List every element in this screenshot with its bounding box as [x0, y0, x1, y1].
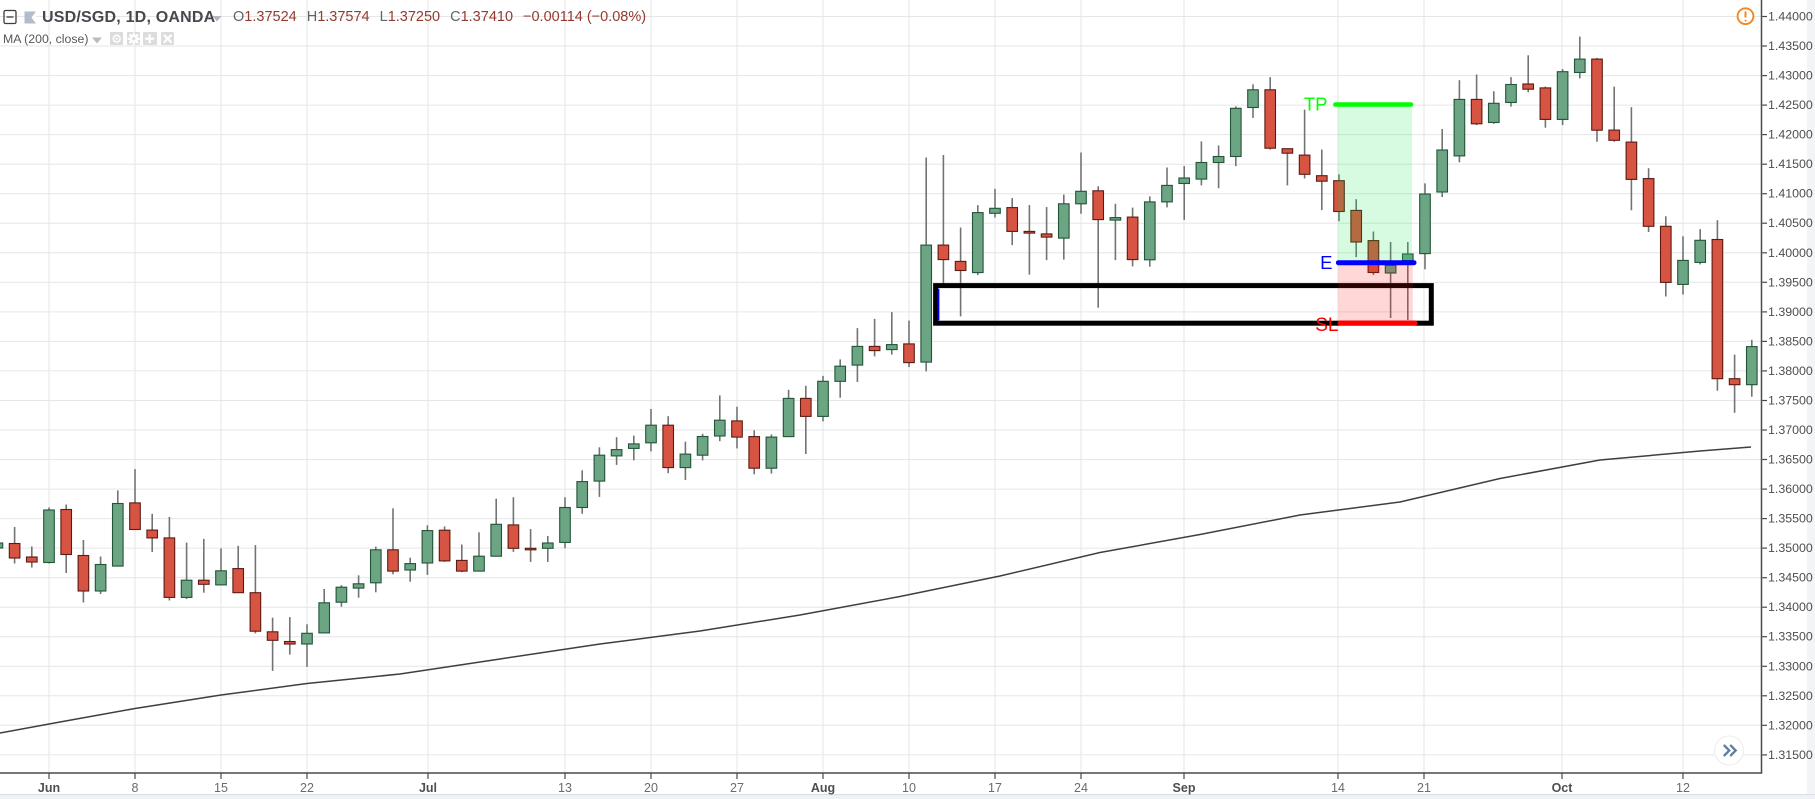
svg-text:Oct: Oct — [1552, 781, 1574, 795]
svg-text:1.39500: 1.39500 — [1768, 275, 1813, 289]
svg-text:20: 20 — [644, 781, 658, 795]
svg-text:1.37000: 1.37000 — [1768, 423, 1813, 437]
svg-text:1.32000: 1.32000 — [1768, 718, 1813, 732]
svg-text:1.31500: 1.31500 — [1768, 748, 1813, 762]
svg-text:1.41500: 1.41500 — [1768, 157, 1813, 171]
svg-text:1.37500: 1.37500 — [1768, 394, 1813, 408]
svg-text:1.42500: 1.42500 — [1768, 98, 1813, 112]
svg-text:1.36500: 1.36500 — [1768, 453, 1813, 467]
svg-text:1.34000: 1.34000 — [1768, 600, 1813, 614]
svg-text:15: 15 — [214, 781, 228, 795]
svg-text:1.39000: 1.39000 — [1768, 305, 1813, 319]
svg-text:SL: SL — [1315, 315, 1338, 336]
svg-text:Aug: Aug — [811, 781, 835, 795]
svg-text:1.33500: 1.33500 — [1768, 630, 1813, 644]
svg-text:1.42000: 1.42000 — [1768, 128, 1813, 142]
svg-text:1.36000: 1.36000 — [1768, 482, 1813, 496]
svg-text:24: 24 — [1074, 781, 1088, 795]
svg-text:22: 22 — [300, 781, 314, 795]
svg-text:Sep: Sep — [1173, 781, 1196, 795]
svg-text:21: 21 — [1417, 781, 1431, 795]
svg-text:TP: TP — [1304, 94, 1328, 115]
svg-text:1.34500: 1.34500 — [1768, 571, 1813, 585]
svg-text:1.40000: 1.40000 — [1768, 246, 1813, 260]
svg-text:E: E — [1320, 252, 1332, 273]
svg-text:1.44000: 1.44000 — [1768, 10, 1813, 24]
svg-text:14: 14 — [1331, 781, 1345, 795]
svg-text:12: 12 — [1676, 781, 1690, 795]
svg-text:13: 13 — [558, 781, 572, 795]
svg-text:Jul: Jul — [419, 781, 437, 795]
svg-text:27: 27 — [730, 781, 744, 795]
svg-text:1.35500: 1.35500 — [1768, 512, 1813, 526]
svg-text:1.38000: 1.38000 — [1768, 364, 1813, 378]
svg-text:1.35000: 1.35000 — [1768, 541, 1813, 555]
svg-text:1.38500: 1.38500 — [1768, 334, 1813, 348]
svg-text:1.40500: 1.40500 — [1768, 216, 1813, 230]
svg-text:1.43000: 1.43000 — [1768, 69, 1813, 83]
svg-text:1.43500: 1.43500 — [1768, 39, 1813, 53]
svg-text:10: 10 — [902, 781, 916, 795]
svg-text:USD/SGD, 1D, OANDA: USD/SGD, 1D, OANDA — [42, 9, 216, 26]
svg-text:1.32500: 1.32500 — [1768, 689, 1813, 703]
svg-text:1.41000: 1.41000 — [1768, 187, 1813, 201]
svg-text:8: 8 — [132, 781, 139, 795]
svg-text:Jun: Jun — [38, 781, 60, 795]
svg-text:1.33000: 1.33000 — [1768, 659, 1813, 673]
svg-text:17: 17 — [988, 781, 1002, 795]
